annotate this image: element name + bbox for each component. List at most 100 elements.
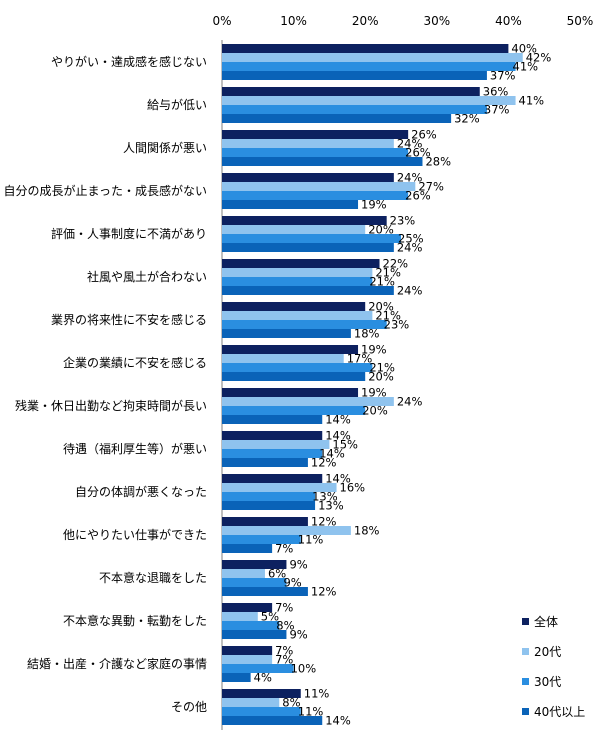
data-label: 8% [282,696,300,710]
category-label: 結婚・出産・介護など家庭の事情 [27,656,207,671]
bar [222,311,373,320]
data-label: 14% [319,447,345,461]
data-label: 12% [311,585,337,599]
data-label: 19% [361,198,387,212]
bar [222,544,273,553]
data-label: 23% [390,214,416,228]
data-label: 15% [332,438,358,452]
legend-swatch [522,708,529,715]
data-label: 14% [325,413,351,427]
legend: 全体 20代 30代 40代以上 [522,614,585,719]
category-label: 給与が低い [147,97,207,112]
bar [222,560,287,569]
data-label: 36% [483,85,509,99]
data-label: 9% [289,558,307,572]
bar [222,415,323,424]
bar [222,397,394,406]
data-label: 8% [276,619,294,633]
legend-label: 30代 [534,675,561,689]
x-tick-label: 10% [280,14,307,28]
category-label: やりがい・達成感を感じない [51,54,207,69]
data-label: 20% [368,300,394,314]
bar [222,483,337,492]
data-label: 18% [354,524,380,538]
data-label: 24% [397,137,423,151]
bar [222,440,330,449]
bar [222,96,516,105]
data-label: 26% [405,189,431,203]
data-label: 40% [511,42,537,56]
data-label: 32% [454,112,480,126]
bar [222,655,273,664]
data-label: 7% [275,601,293,615]
data-label: 37% [490,69,516,83]
bar [222,707,301,716]
category-label: 不本意な異動・転勤をした [63,613,207,628]
bar [222,286,394,295]
data-label: 19% [361,386,387,400]
data-label: 21% [369,361,395,375]
bar [222,157,423,166]
bar [222,114,452,123]
bar [222,501,316,510]
bar [222,689,301,698]
data-label: 37% [484,103,510,117]
bar [222,225,366,234]
bar [222,345,359,354]
bar [222,130,409,139]
data-label: 21% [375,266,401,280]
data-label: 22% [383,257,409,271]
x-tick-label: 20% [352,14,379,28]
data-label: 11% [298,533,324,547]
data-label: 7% [275,644,293,658]
data-label: 4% [254,671,272,685]
category-label: 企業の業績に不安を感じる [63,355,207,370]
data-label: 41% [513,60,539,74]
data-label: 9% [283,576,301,590]
bar [222,363,373,372]
data-label: 16% [340,481,366,495]
legend-label: 20代 [534,645,561,659]
category-label: 評価・人事制度に不満があり [51,226,207,241]
bar [222,44,509,53]
bar [222,200,359,209]
bar [222,191,409,200]
bar [222,216,387,225]
data-label: 14% [325,429,351,443]
bar [222,535,301,544]
bar [222,449,323,458]
category-labels: やりがい・達成感を感じない給与が低い人間関係が悪い自分の成長が止まった・成長感が… [3,54,207,714]
data-label: 7% [275,542,293,556]
category-label: 業界の将来性に不安を感じる [51,312,207,327]
data-label: 13% [318,499,344,513]
bar [222,87,480,96]
bar [222,603,273,612]
data-label: 21% [369,275,395,289]
data-label: 13% [312,490,338,504]
bar [222,646,273,655]
category-label: その他 [171,700,207,714]
category-label: 待遇（福利厚生等）が悪い [63,441,207,456]
data-label: 24% [397,395,423,409]
data-labels: 40%42%41%37%36%41%37%32%26%24%26%28%24%2… [254,42,552,728]
data-label: 20% [368,370,394,384]
bar [222,526,351,535]
x-tick-label: 40% [495,14,522,28]
bar [222,329,351,338]
bar [222,716,323,725]
legend-label: 全体 [534,614,558,629]
data-label: 11% [298,705,324,719]
x-tick-label: 30% [423,14,450,28]
data-label: 42% [526,51,552,65]
bar [222,388,359,397]
data-label: 19% [361,343,387,357]
data-label: 20% [368,223,394,237]
bar [222,182,416,191]
data-label: 27% [418,180,444,194]
data-label: 26% [411,128,437,142]
category-label: 他にやりたい仕事ができた [63,527,207,542]
category-label: 人間関係が悪い [123,140,207,155]
data-label: 21% [375,309,401,323]
x-tick-label: 50% [567,14,594,28]
